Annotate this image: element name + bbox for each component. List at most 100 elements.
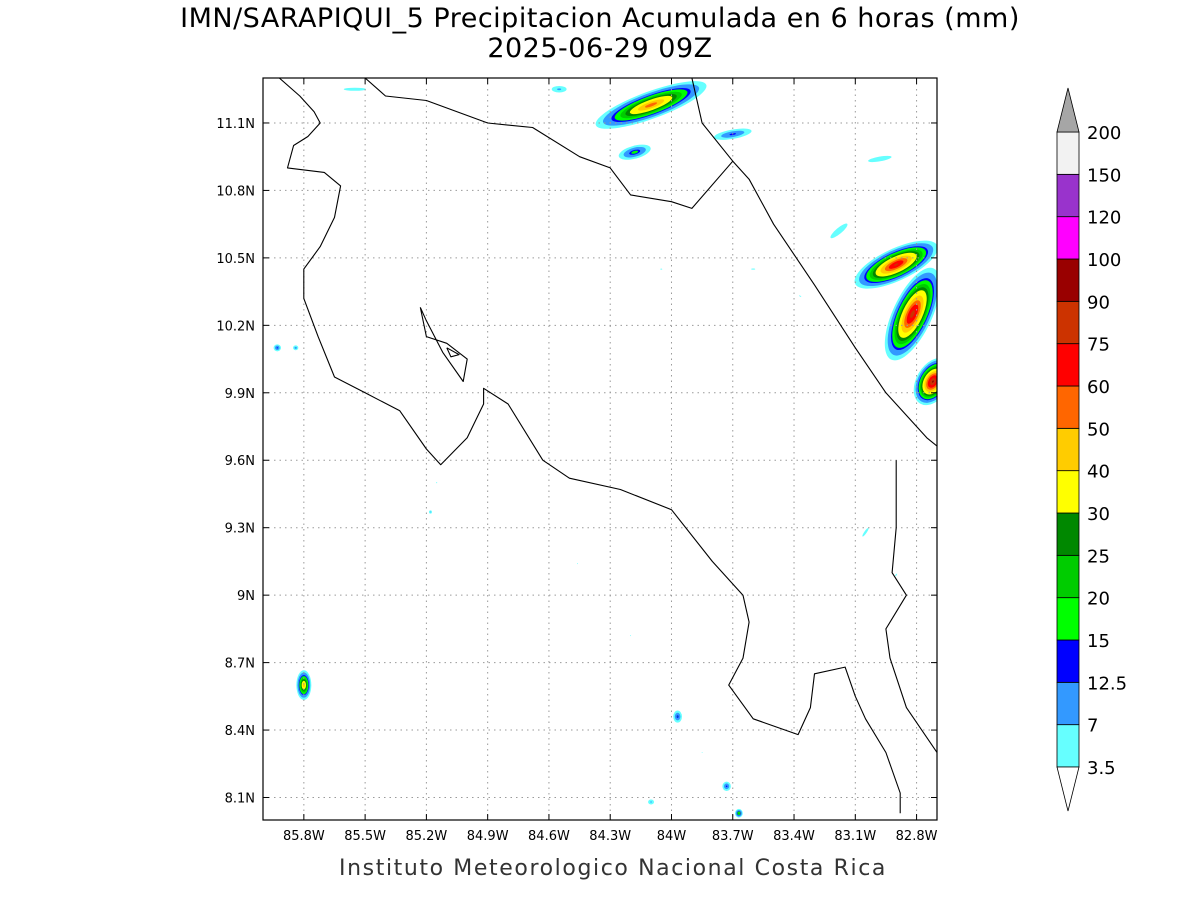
precip-contour [430, 511, 431, 513]
colorbar-label: 12.5 [1087, 673, 1127, 694]
x-tick-label: 84W [657, 829, 687, 844]
coastline-path [885, 460, 937, 754]
precip-cell [868, 155, 892, 163]
precip-cell [595, 81, 707, 129]
precip-contour [725, 785, 728, 788]
coastline-path [691, 78, 937, 447]
precip-contour [577, 563, 579, 565]
colorbar-segment [1056, 300, 1080, 345]
colorbar-segment [1056, 470, 1080, 514]
x-tick-label: 83.4W [773, 829, 815, 844]
colorbar-arrow-bottom [1056, 766, 1080, 812]
y-tick-label: 8.1N [225, 792, 255, 807]
precip-cell [854, 240, 937, 289]
y-tick-label: 10.8N [216, 184, 255, 199]
precip-contour [862, 527, 869, 537]
precip-cell [648, 799, 655, 805]
coastline-path [278, 78, 901, 814]
x-tick-label: 85.5W [344, 829, 386, 844]
precip-cell [435, 482, 438, 484]
precip-cell [701, 752, 703, 753]
colorbar-label: 20 [1087, 589, 1110, 610]
precip-cell [734, 808, 743, 818]
x-tick-label: 82.8W [896, 829, 938, 844]
precip-contour [830, 223, 848, 239]
precip-cell [722, 781, 731, 791]
colorbar-segment [1056, 173, 1080, 218]
chart-title: IMN/SARAPIQUI_5 Precipitacion Acumulada … [180, 3, 1020, 34]
precip-contour [894, 263, 899, 266]
y-tick-label: 8.4N [225, 724, 255, 739]
colorbar-label: 100 [1087, 250, 1121, 271]
x-tick-label: 84.3W [589, 829, 631, 844]
colorbar-segment [1056, 216, 1080, 260]
precip-cell [343, 87, 367, 91]
precip-cell [884, 267, 937, 361]
plot-frame [262, 77, 938, 821]
precip-contour [677, 716, 678, 717]
x-axis-ticks: 85.8W 85.5W 85.2W 84.9W 84.6W 84.3W 84W 83.7W 83… [283, 78, 938, 844]
y-tick-label: 9.3N [225, 522, 255, 537]
y-axis-ticks: 8.1N 8.4N 8.7N 9N 9.3N 9.6N 9.9N 10.2N 10.5N 10.8… [216, 117, 937, 807]
y-tick-label: 9.9N [225, 387, 255, 402]
colorbar-segment [1056, 427, 1080, 472]
footer-credit: Instituto Meteorologico Nacional Costa R… [339, 856, 887, 881]
colorbar-label: 90 [1087, 292, 1110, 313]
precip-contour [557, 88, 562, 91]
colorbar-segment [1056, 131, 1080, 175]
colorbar-label: 120 [1087, 208, 1121, 229]
colorbar-label: 150 [1087, 165, 1121, 186]
precip-cell [551, 85, 567, 93]
colorbar-segment [1056, 597, 1080, 641]
precip-cell [830, 223, 848, 239]
plot-background [263, 78, 937, 820]
precip-cell [273, 344, 282, 352]
precip-contour [868, 155, 892, 163]
colorbar-arrow-top [1056, 87, 1080, 133]
precip-contour [751, 268, 756, 270]
colorbar-label: 15 [1087, 631, 1110, 652]
x-tick-label: 83.1W [834, 829, 876, 844]
precip-contour [276, 347, 278, 349]
colorbar-segment [1056, 681, 1080, 726]
precip-cell [630, 635, 632, 637]
y-tick-label: 11.1N [216, 117, 255, 132]
colorbar-segment [1056, 385, 1080, 429]
coastline-path [419, 307, 468, 383]
precip-cell [673, 710, 682, 723]
y-tick-label: 8.7N [225, 657, 255, 672]
precip-cell [751, 268, 756, 270]
precip-contour [630, 635, 632, 637]
precip-contour [799, 295, 802, 297]
precip-contour [660, 268, 663, 270]
grid-lines [263, 78, 937, 820]
precip-cell [862, 527, 869, 537]
colorbar-segment [1056, 639, 1080, 683]
precip-cell [293, 345, 299, 351]
precipitation-field [273, 81, 937, 818]
x-tick-label: 85.8W [283, 829, 325, 844]
colorbar-label: 40 [1087, 462, 1110, 483]
x-tick-label: 85.2W [405, 829, 447, 844]
precip-cell [913, 357, 937, 406]
y-tick-label: 10.5N [216, 252, 255, 267]
precip-contour [631, 150, 639, 154]
y-tick-label: 9N [237, 589, 255, 604]
colorbar-segment [1056, 554, 1080, 599]
precip-contour [343, 87, 367, 91]
precip-cell [799, 295, 802, 297]
colorbar-label: 50 [1087, 419, 1110, 440]
y-tick-label: 10.2N [216, 319, 255, 334]
chart-subtitle-date: 2025-06-29 09Z [487, 33, 713, 64]
coastline-path [364, 78, 734, 209]
colorbar-label: 7 [1087, 716, 1098, 737]
precip-cell [296, 670, 312, 700]
precip-contour [932, 380, 934, 383]
precip-contour [910, 310, 915, 319]
colorbar-label: 30 [1087, 504, 1110, 525]
colorbar-label: 25 [1087, 546, 1110, 567]
y-tick-label: 9.6N [225, 454, 255, 469]
colorbar-segment [1056, 512, 1080, 556]
x-tick-label: 84.9W [467, 829, 509, 844]
